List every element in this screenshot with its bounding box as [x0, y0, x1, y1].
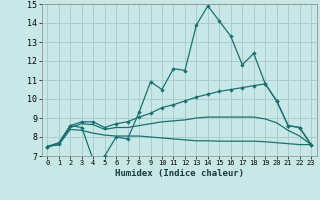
X-axis label: Humidex (Indice chaleur): Humidex (Indice chaleur) — [115, 169, 244, 178]
